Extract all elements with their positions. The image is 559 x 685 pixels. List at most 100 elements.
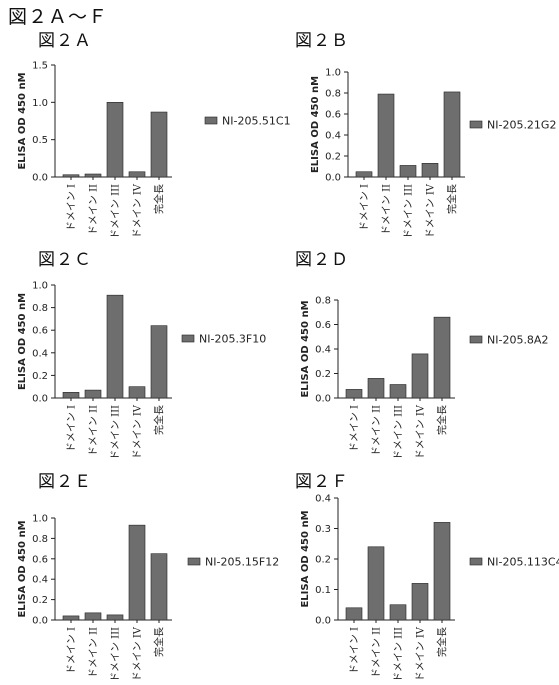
y-tick-label: 0.0: [32, 616, 48, 627]
bar: [151, 112, 167, 177]
x-tick-label: ドメイン I: [360, 184, 371, 231]
legend-swatch: [205, 117, 217, 124]
panel-title: 図２Ｃ: [38, 245, 92, 270]
legend-label: NI-205.8A2: [487, 334, 548, 347]
chart-panel: 0.0 0.5 1.0 1.5 ELISA OD 450 nM ドメイン I ドメイン II…: [17, 61, 291, 240]
y-tick-label: 0.6: [325, 110, 341, 121]
bar: [151, 326, 167, 398]
y-tick-label: 0.0: [315, 616, 331, 627]
chart-panel: 0.00.10.20.30.4ELISA OD 450 nMドメイン Iドメイン…: [300, 494, 559, 683]
bar: [346, 608, 362, 620]
bar: [346, 389, 362, 398]
legend-swatch: [470, 121, 482, 128]
y-tick-label: 1.0: [325, 68, 341, 79]
y-tick-label: 0.2: [32, 595, 48, 606]
bar: [422, 163, 438, 177]
x-tick-label: ドメイン IV: [133, 183, 144, 238]
x-tick-label: ドメイン III: [404, 184, 415, 239]
chart-panel: 0.00.20.40.60.81.0ELISA OD 450 nMドメイン Iド…: [17, 281, 266, 461]
legend-swatch: [188, 558, 200, 565]
y-tick-label: 0.0: [32, 394, 48, 405]
x-tick-label: 完全長: [436, 405, 449, 435]
y-tick-label: 0.5: [32, 135, 48, 146]
y-tick-label: 0.0: [325, 173, 341, 184]
x-tick-label: ドメイン III: [111, 184, 122, 239]
x-tick-label: ドメイン II: [89, 184, 100, 235]
bar: [129, 525, 145, 620]
y-tick-label: 0.1: [315, 585, 331, 596]
y-tick-label: 0.6: [315, 320, 331, 331]
legend-label: NI-205.21G2: [487, 119, 556, 132]
bar: [390, 605, 406, 620]
y-tick-label: 1.0: [32, 514, 48, 525]
bar: [378, 94, 394, 177]
y-tick-label: 0.6: [32, 326, 48, 337]
chart-panel: 0.00.20.40.60.8ELISA OD 450 nMドメイン Iドメイン…: [300, 296, 548, 461]
y-axis-label: ELISA OD 450 nM: [17, 520, 28, 617]
bar: [412, 583, 428, 620]
x-tick-label: ドメイン II: [89, 627, 100, 678]
bar: [63, 616, 79, 620]
bar: [400, 165, 416, 177]
x-tick-label: ドメイン II: [382, 184, 393, 235]
bar: [434, 317, 450, 398]
y-tick-label: 0.4: [32, 575, 48, 586]
bar: [107, 615, 123, 620]
bar: [444, 92, 460, 177]
bar: [368, 378, 384, 398]
y-tick-label: 0.4: [325, 131, 341, 142]
bar: [129, 172, 145, 177]
x-tick-label: 完全長: [153, 627, 166, 657]
legend-label: NI-205.51C1: [222, 115, 291, 128]
y-tick-label: 0.2: [315, 555, 331, 566]
x-tick-label: 完全長: [446, 184, 459, 214]
y-tick-label: 0.4: [315, 345, 331, 356]
bar: [85, 613, 101, 620]
x-tick-label: ドメイン III: [394, 627, 405, 682]
legend-swatch: [182, 335, 194, 342]
y-tick-label: 0.2: [325, 152, 341, 163]
panel-title: 図２Ｂ: [295, 26, 349, 51]
bar: [390, 385, 406, 398]
bar: [412, 354, 428, 398]
x-tick-label: ドメイン I: [67, 184, 78, 231]
y-axis-label: ELISA OD 450 nM: [300, 510, 311, 607]
x-tick-label: ドメイン II: [89, 405, 100, 456]
y-tick-label: 0.8: [32, 303, 48, 314]
y-axis-label: ELISA OD 450 nM: [310, 76, 321, 173]
x-tick-label: 完全長: [153, 184, 166, 214]
y-tick-label: 0.2: [315, 369, 331, 380]
y-axis-label: ELISA OD 450 nM: [17, 72, 28, 169]
panel-title: 図２Ｄ: [295, 245, 349, 270]
y-tick-label: 0.6: [32, 554, 48, 565]
y-tick-label: 1.5: [32, 61, 48, 72]
bar: [63, 392, 79, 398]
legend-label: NI-205.113C4: [487, 556, 559, 569]
bar: [107, 102, 123, 177]
x-tick-label: ドメイン I: [350, 627, 361, 674]
x-tick-label: ドメイン IV: [426, 183, 437, 238]
panel-title: 図２Ｆ: [295, 467, 349, 492]
x-tick-label: ドメイン I: [350, 405, 361, 452]
y-tick-label: 1.0: [32, 98, 48, 109]
panel-title: 図２Ａ: [38, 26, 92, 51]
y-axis-label: ELISA OD 450 nM: [17, 293, 28, 390]
x-tick-label: ドメイン I: [67, 627, 78, 674]
y-tick-label: 0.2: [32, 371, 48, 382]
bar: [63, 175, 79, 177]
x-tick-label: ドメイン I: [67, 405, 78, 452]
x-tick-label: ドメイン IV: [133, 404, 144, 459]
x-tick-label: ドメイン II: [372, 405, 383, 456]
y-tick-label: 0.8: [315, 296, 331, 307]
legend-swatch: [470, 336, 482, 343]
x-tick-label: ドメイン III: [111, 405, 122, 460]
x-tick-label: ドメイン IV: [416, 404, 427, 459]
x-tick-label: ドメイン III: [111, 627, 122, 682]
x-tick-label: ドメイン III: [394, 405, 405, 460]
y-tick-label: 0.0: [32, 173, 48, 184]
panel-title: 図２Ｅ: [38, 467, 92, 492]
bar: [85, 390, 101, 398]
bar: [368, 547, 384, 620]
y-tick-label: 0.8: [325, 89, 341, 100]
x-tick-label: ドメイン IV: [416, 626, 427, 681]
